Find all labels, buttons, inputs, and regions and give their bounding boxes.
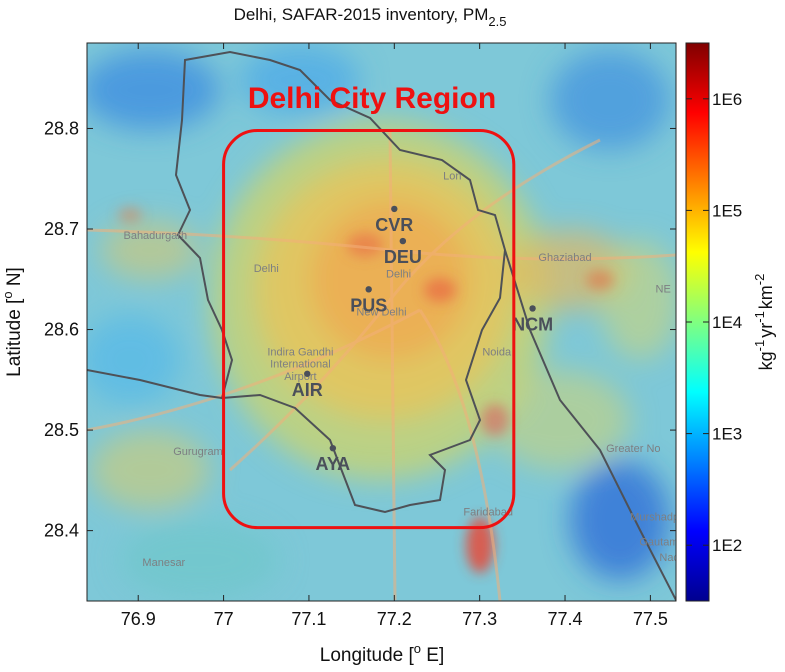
place-label: New Delhi (356, 306, 406, 318)
x-tick-label: 77 (214, 609, 234, 629)
place-label: Delhi (386, 268, 411, 280)
station-marker (365, 286, 372, 293)
delhi-city-region-box (222, 128, 516, 530)
x-tick-label: 76.9 (121, 609, 156, 629)
emission-hotspots (118, 207, 614, 573)
place-label: NE (656, 283, 671, 295)
station-label: DEU (384, 247, 422, 267)
colorbar-tick-label: 1E3 (712, 425, 742, 444)
x-tick-label: 77.5 (633, 609, 668, 629)
x-tick-label: 77.3 (462, 609, 497, 629)
place-label: Faridabad (463, 507, 513, 519)
x-axis: 76.9 77 77.1 77.2 77.3 77.4 77.5 (121, 43, 668, 629)
colorbar-label: kg-1yr-1km-2 (752, 274, 776, 371)
colorbar-ticks: 1E2 1E3 1E4 1E5 1E6 (686, 90, 742, 555)
unit-exponent: -1 (752, 311, 767, 323)
unit-exponent: -2 (752, 274, 767, 286)
road-network (87, 129, 676, 601)
station-marker (399, 237, 407, 245)
delhi-boundary (174, 50, 507, 514)
place-label: Ghaziabad (538, 252, 591, 264)
x-tick-label: 77.2 (377, 609, 412, 629)
y-tick-label: 28.5 (44, 420, 79, 440)
x-tick-label: 77.4 (548, 609, 583, 629)
y-tick-label: 28.4 (44, 521, 79, 541)
place-label: Gurugram (173, 446, 223, 458)
station-label: AYA (315, 454, 350, 474)
unit-exponent: -1 (752, 340, 767, 352)
unit-base: yr (756, 323, 776, 338)
x-axis-label: Longitude [o E] (320, 641, 445, 666)
y-axis: 28.4 28.5 28.6 28.7 28.8 (44, 118, 676, 541)
place-label: Murshadp (630, 512, 679, 524)
region-label: Delhi City Region (248, 82, 496, 115)
place-label: Nac (659, 552, 679, 564)
station-label: NCM (512, 314, 553, 334)
station-label: CVR (375, 215, 413, 235)
station-marker (529, 305, 536, 312)
unit-base: kg (756, 351, 776, 370)
up-boundary (87, 249, 676, 601)
colorbar-tick-label: 1E5 (712, 201, 742, 220)
y-tick-label: 28.7 (44, 219, 79, 239)
station-marker (329, 444, 337, 452)
place-label: Greater No (606, 443, 660, 455)
colorbar-tick-label: 1E2 (712, 536, 742, 555)
x-tick-label: 77.1 (291, 609, 326, 629)
map-panel: Bahadurgarh Delhi Delhi New Delhi Ghaziabad N… (87, 43, 679, 601)
colorbar-tick-label: 1E4 (712, 313, 742, 332)
place-label: Noida (482, 347, 512, 359)
station-label: PUS (350, 295, 387, 315)
stations: CVR DEU PUS NCM AIR AYA (292, 205, 553, 474)
title-subscript: 2.5 (488, 14, 506, 29)
y-axis-label: Latitude [o N] (0, 267, 25, 377)
place-label: Manesar (142, 557, 185, 569)
y-tick-label: 28.6 (44, 320, 79, 340)
station-marker (391, 205, 398, 213)
colorbar-tick-label: 1E6 (712, 90, 742, 109)
station-label: AIR (292, 380, 323, 400)
y-tick-label: 28.8 (44, 118, 79, 138)
place-labels: Bahadurgarh Delhi Delhi New Delhi Ghaziabad N… (123, 171, 679, 569)
unit-base: km (756, 285, 776, 309)
place-label: Delhi (254, 263, 279, 275)
map-frame (86, 42, 677, 602)
place-label: International (270, 359, 331, 371)
place-label: Lon (443, 171, 461, 183)
station-marker (304, 370, 311, 377)
figure-title: Delhi, SAFAR-2015 inventory, PM2.5 (234, 5, 507, 29)
place-label: Gautam (639, 537, 678, 549)
place-label: Indira Gandhi (267, 347, 333, 359)
place-label: Bahadurgarh (123, 230, 187, 242)
